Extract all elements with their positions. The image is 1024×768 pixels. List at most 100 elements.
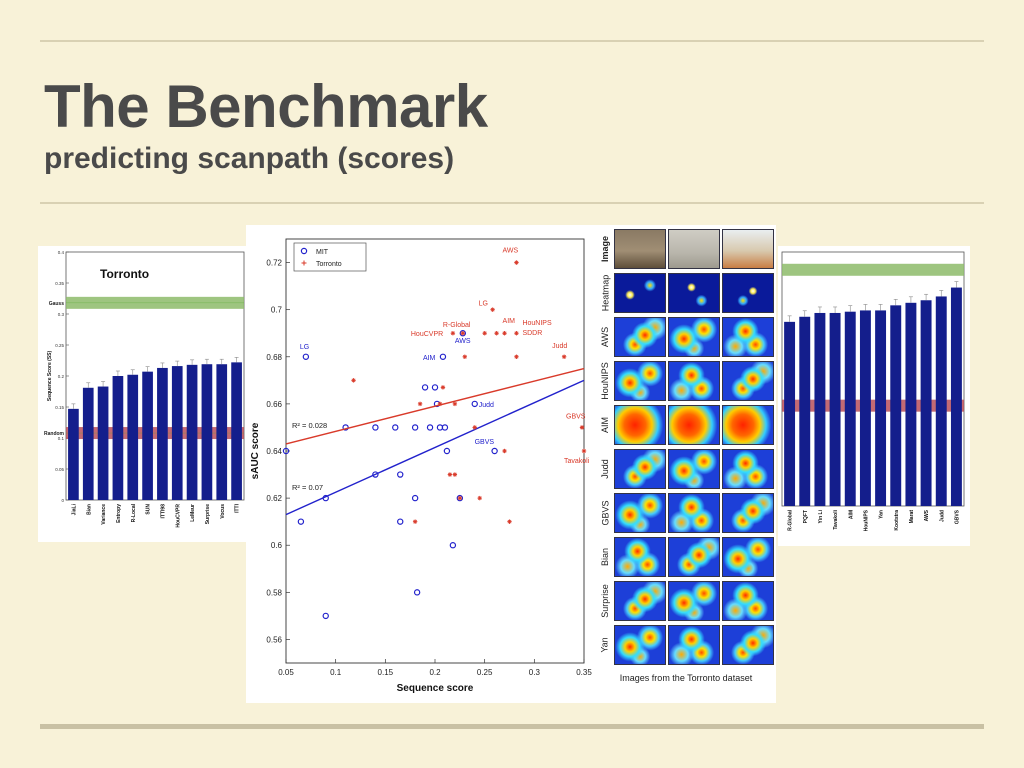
right-bar	[814, 312, 826, 506]
scatter-y-tick-label: 0.7	[271, 306, 283, 315]
saliency-map	[614, 449, 666, 489]
point-mit	[441, 424, 449, 431]
point-mit	[372, 424, 379, 431]
point-stroke	[441, 385, 445, 390]
saliency-row-label-text: HouNIPS	[600, 362, 610, 400]
saliency-row-label: Yan	[596, 625, 614, 665]
right-bar	[935, 296, 947, 506]
right-bar	[784, 321, 796, 506]
left-bar	[127, 374, 139, 500]
point-torronto	[581, 448, 587, 454]
saliency-map	[668, 493, 720, 533]
left-y-tick-label: 0	[61, 498, 64, 503]
point-torronto	[412, 519, 418, 524]
point-mit	[297, 518, 305, 525]
saliency-row	[614, 537, 774, 577]
point-stroke	[452, 402, 457, 406]
left-bar	[216, 364, 228, 500]
point-torronto	[447, 472, 453, 477]
left-bar	[82, 387, 94, 500]
point-mit	[456, 494, 464, 502]
right-plot-frame	[781, 251, 965, 507]
scatter-label-mit: AIM	[423, 355, 436, 362]
point-torronto	[514, 331, 519, 336]
scatter-label-torronto: Tavakoli	[564, 458, 590, 465]
point-torronto	[507, 519, 512, 524]
right-x-tick-label: HouNIPS	[863, 509, 869, 531]
point-mit	[397, 471, 404, 478]
scatter-x-tick-label: 0.15	[378, 668, 394, 677]
right-bar	[920, 300, 932, 506]
saliency-row	[614, 405, 774, 445]
point-torronto	[452, 472, 458, 477]
saliency-row-label: Surprise	[596, 581, 614, 621]
left-reference-label-random: Random	[44, 431, 65, 437]
saliency-row	[614, 493, 774, 533]
left-bar	[97, 386, 109, 500]
saliency-map	[668, 537, 720, 577]
point-mit	[449, 542, 457, 549]
point-mit	[302, 353, 310, 360]
right-bar	[875, 310, 887, 506]
saliency-row-label-text: Yan	[599, 637, 610, 653]
left-bar-chart-svg: 0 0.05 0.1 0.15 0.2 0.25 0.3 0.35 0.4 Gauss Random…	[44, 250, 245, 528]
point-torronto	[457, 495, 463, 501]
point-stroke	[562, 354, 567, 359]
saliency-map	[722, 537, 774, 577]
saliency-row-label-text: Bian	[600, 547, 611, 567]
point-stroke	[462, 354, 467, 359]
point-mit	[372, 471, 379, 478]
left-bar	[142, 371, 153, 500]
point-mit	[342, 424, 349, 431]
saliency-row-label-text: AWS	[600, 326, 611, 348]
point-mit	[431, 384, 439, 391]
scatter-x-tick-label: 0.3	[529, 668, 541, 677]
scatter-label-torronto: R-Global	[443, 322, 471, 329]
right-x-tick-label: Tavakoli	[833, 509, 839, 529]
point-stroke	[514, 354, 519, 359]
left-y-tick-label: 0.35	[55, 281, 64, 286]
scatter-y-tick-label: 0.62	[266, 494, 282, 503]
scatter-legend: MIT Torronto	[293, 242, 367, 272]
saliency-map	[668, 449, 720, 489]
point-torronto	[502, 448, 507, 454]
left-x-tick-label: SUN	[146, 504, 152, 515]
left-y-tick-label: 0.05	[55, 467, 64, 472]
saliency-row-label-text: Judd	[600, 459, 610, 479]
point-stroke	[580, 425, 584, 430]
scatter-label-mit: AWS	[455, 338, 471, 345]
point-stroke	[514, 331, 519, 336]
right-bar-chart: R-Global PQFT Yin Li Tavakoli AIM HouNIPS Yan K…	[778, 246, 970, 546]
right-bar	[844, 311, 856, 506]
saliency-map	[614, 273, 666, 313]
point-mit	[397, 518, 404, 525]
left-bar	[231, 362, 242, 500]
left-x-tick-label: Entropy	[116, 504, 122, 523]
left-bar	[186, 364, 198, 500]
right-bar-chart-svg: R-Global PQFT Yin Li Tavakoli AIM HouNIPS Yan K…	[781, 251, 965, 531]
saliency-row-label-text: GBVS	[600, 500, 611, 526]
point-stroke	[494, 331, 499, 336]
point-mit	[392, 424, 399, 431]
saliency-row	[614, 581, 774, 621]
left-x-tick-label: ITTI98	[160, 504, 166, 519]
right-reference-band-random	[782, 399, 964, 412]
saliency-map	[668, 361, 720, 401]
fit-line-torronto	[285, 367, 585, 445]
saliency-row-label: Judd	[596, 449, 614, 489]
right-x-tick-label: Yin Li	[818, 509, 824, 523]
point-torronto	[417, 401, 423, 407]
point-mit	[459, 330, 467, 337]
left-x-tick-label: LeMeur	[190, 504, 196, 522]
saliency-map	[722, 317, 774, 357]
left-bar-chart: 0 0.05 0.1 0.15 0.2 0.25 0.3 0.35 0.4 Gauss Random…	[38, 246, 248, 542]
legend-mit-label: MIT	[316, 249, 329, 256]
point-stroke	[418, 402, 422, 406]
point-torronto	[482, 331, 487, 336]
slide-subtitle: predicting scanpath (scores)	[44, 142, 455, 175]
point-torronto	[452, 401, 458, 407]
point-mit	[426, 424, 434, 431]
scatter-chart: 0.05 0.1 0.15 0.2 0.25 0.3 0.35 0.56 0.58 0.6 0.62…	[246, 225, 596, 703]
left-x-tick-label: JiaLi	[71, 503, 77, 515]
right-bar	[799, 316, 811, 506]
